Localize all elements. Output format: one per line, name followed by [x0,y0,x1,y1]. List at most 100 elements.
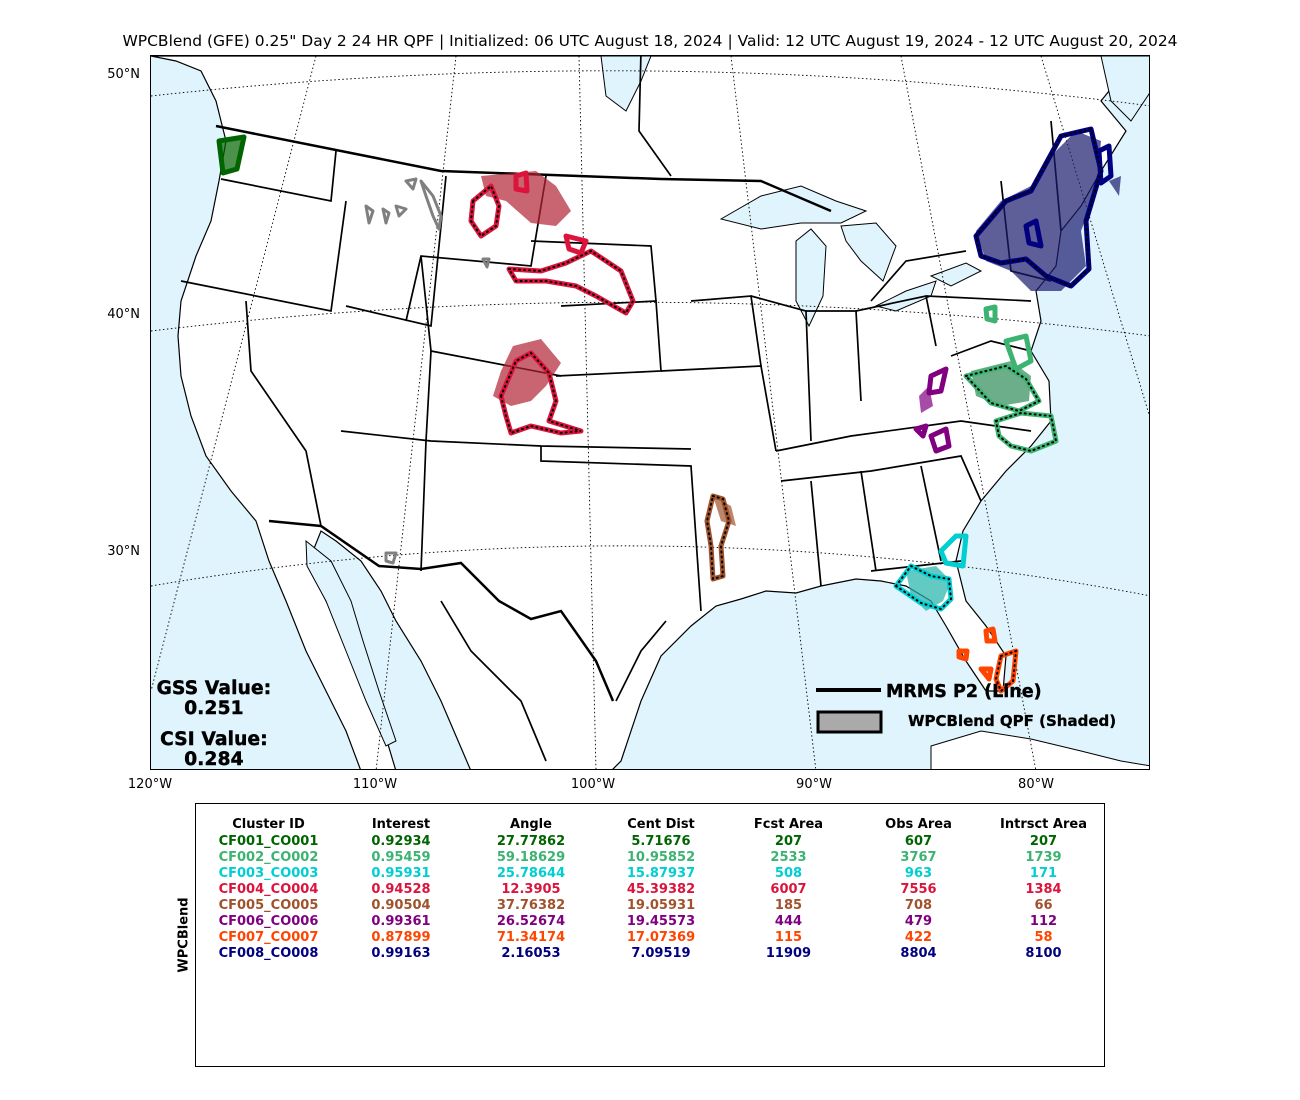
obs-cluster-7c [993,648,1019,694]
table-cell: 26.52674 [496,914,566,929]
legend-shaded-label: WPCBlend QPF (Shaded) [908,712,1116,730]
table-cell: 71.34174 [496,930,566,945]
table-cell: CF003_CO003 [218,866,319,881]
table-cell: 207 [1029,834,1058,849]
table-cell: 0.99361 [371,914,431,929]
table-cell: 19.45573 [626,914,696,929]
table-cell: 2533 [770,850,807,865]
table-cell: 0.87899 [371,930,431,945]
table-header-row: Cluster ID Interest Angle Cent Dist Fcst… [196,814,1106,834]
obs-unmatched-7 [481,257,491,269]
fcst-cluster-4b [493,339,561,406]
obs-unmatched-3 [381,207,391,225]
obs-cluster-4d [563,233,589,256]
table-cell: 1739 [1025,850,1062,865]
table-row: CF003_CO003 0.95931 25.78644 15.87937 508 963… [196,866,1106,882]
table-cell: 0.94528 [371,882,431,897]
table-cell: CF005_CO005 [218,898,319,913]
table-cell: 58 [1034,930,1053,945]
lat-label-40: 40°N [107,307,140,322]
st-lawrence-gulf [1100,56,1149,122]
table-cell: 8804 [900,946,937,961]
map-panel: MRMS P2 (Line) WPCBlend QPF (Shaded) [150,55,1150,770]
obs-cluster-7d [978,666,994,682]
table-cell: 5.71676 [631,834,691,849]
header-obs-area: Obs Area [885,816,952,832]
table-cell: 6007 [770,882,807,897]
table-cell: CF008_CO008 [218,946,319,961]
table-cell: 3767 [900,850,937,865]
gss-label: GSS Value: [156,678,272,700]
table-cell: 15.87937 [626,866,696,881]
map-title: WPCBlend (GFE) 0.25" Day 2 24 HR QPF | I… [122,32,1178,50]
table-cell: 112 [1029,914,1058,929]
stats-table: Cluster ID Interest Angle Cent Dist Fcst… [196,814,1106,962]
table-row: CF007_CO007 0.87899 71.34174 17.07369 115 422… [196,930,1106,946]
table-cell: 45.39382 [626,882,696,897]
lon-label-80: 80°W [1018,777,1054,792]
table-cell: CF001_CO001 [218,834,319,849]
gulf-of-california [305,539,397,747]
table-cell: CF007_CO007 [218,930,319,945]
table-cell: 444 [774,914,803,929]
table-cell: 10.95852 [626,850,696,865]
observed-dot-overlay [469,127,1103,693]
hudson-bay [600,56,652,112]
obs-cluster-2d [983,304,998,324]
header-cluster-id: Cluster ID [232,816,305,832]
stats-table-box: Cluster ID Interest Angle Cent Dist Fcst… [195,803,1105,1067]
obs-unmatched-2 [364,204,375,225]
table-row: CF002_CO002 0.95459 59.18629 10.95852 2533 37… [196,850,1106,866]
cuba [930,730,1149,769]
csi-label: CSI Value: [160,729,268,751]
table-cell: 19.05931 [626,898,696,913]
header-cent-dist: Cent Dist [627,816,695,832]
stats-table-body: CF001_CO001 0.92934 27.77862 5.71676 207 607 2… [196,834,1106,962]
lon-label-120: 120°W [127,777,173,792]
table-cell: 59.18629 [496,850,566,865]
table-cell: 25.78644 [496,866,566,881]
legend-line-label: MRMS P2 (Line) [886,682,1042,702]
header-fcst-area: Fcst Area [753,816,824,832]
map-legend: MRMS P2 (Line) WPCBlend QPF (Shaded) [816,682,1116,734]
table-cell: 422 [904,930,933,945]
obs-cluster-1 [216,134,247,176]
table-row: CF006_CO006 0.99361 26.52674 19.45573 444 479… [196,914,1106,930]
obs-unmatched-4 [394,204,408,218]
obs-cluster-7b [956,648,970,662]
great-lakes [719,185,983,328]
gss-value: 0.251 [184,698,244,720]
obs-unmatched-1 [419,179,443,231]
table-cell: 11909 [765,946,812,961]
table-cell: 7.09519 [631,946,691,961]
table-cell: 607 [904,834,933,849]
csi-value: 0.284 [184,749,244,771]
obs-cluster-6c [913,423,929,439]
legend-shaded-swatch [816,710,883,734]
lat-label-30: 30°N [107,544,140,559]
lon-label-100: 100°W [570,777,616,792]
table-row: CF004_CO004 0.94528 12.3905 45.39382 6007 755… [196,882,1106,898]
obs-unmatched-5 [404,177,418,191]
table-cell: 37.76382 [496,898,566,913]
table-cell: CF004_CO004 [218,882,319,897]
obs-cluster-3b [938,533,969,569]
table-cell: 508 [774,866,803,881]
fcst-cluster-8 [976,131,1101,291]
table-cell: CF002_CO002 [218,850,319,865]
table-cell: 0.99163 [371,946,431,961]
table-cell: 185 [774,898,803,913]
table-cell: 207 [774,834,803,849]
political-boundaries [180,56,1062,762]
table-cell: 2.16053 [501,946,561,961]
table-cell: 0.90504 [371,898,431,913]
lon-label-110: 110°W [352,777,398,792]
table-row-axis-label: WPCBlend [176,897,192,973]
header-intrsct-area: Intrsct Area [1000,816,1087,832]
table-cell: 7556 [900,882,937,897]
table-cell: 8100 [1025,946,1062,961]
header-interest: Interest [371,816,431,832]
table-cell: 479 [904,914,933,929]
map-svg: MRMS P2 (Line) WPCBlend QPF (Shaded) [151,56,1149,769]
table-cell: 171 [1029,866,1058,881]
